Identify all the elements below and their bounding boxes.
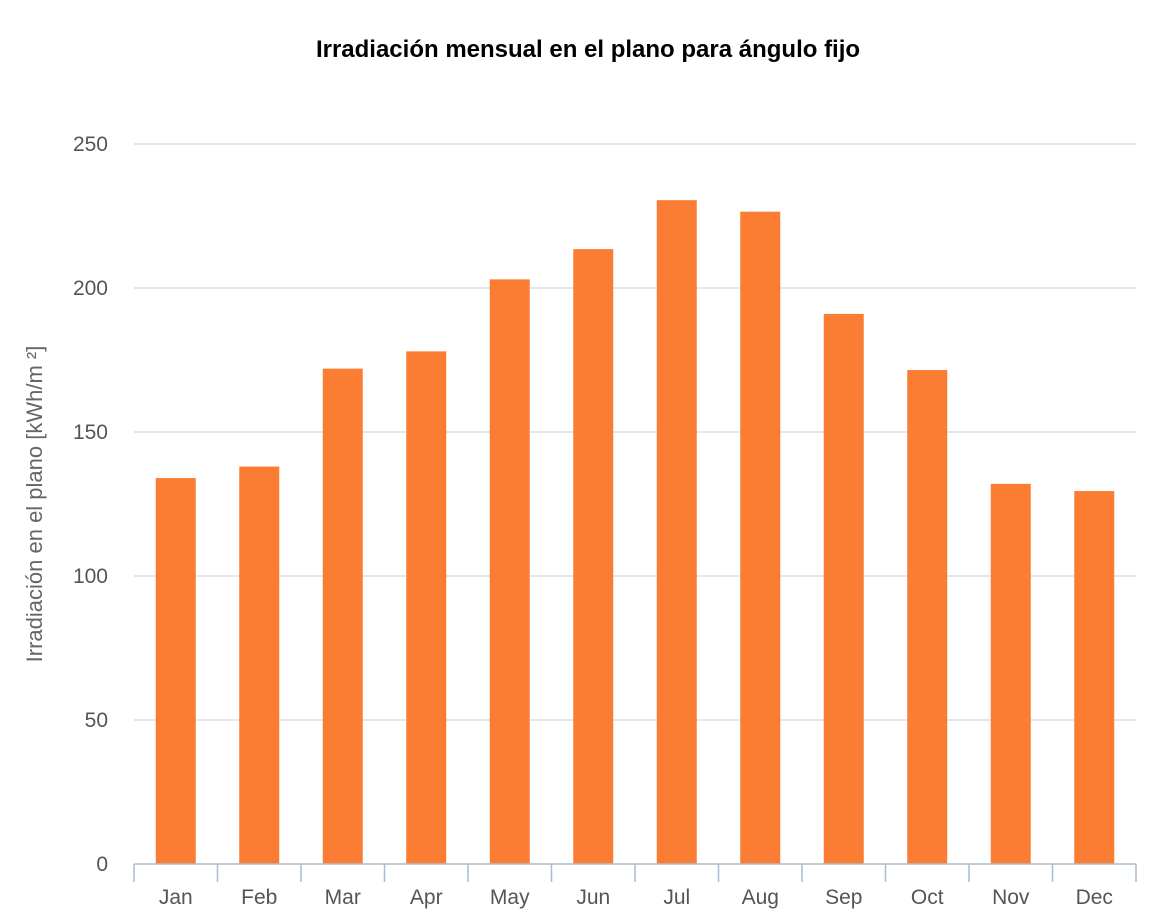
bar-mar: [322, 368, 363, 864]
x-tick-label: Jan: [159, 886, 193, 909]
y-tick-label: 50: [85, 709, 108, 732]
x-tick-label: Dec: [1076, 886, 1113, 909]
bar-jul: [656, 200, 697, 864]
y-tick-label: 100: [73, 565, 108, 588]
x-tick-label: Feb: [241, 886, 277, 909]
bars: [155, 200, 1115, 864]
x-tick-label: Nov: [992, 886, 1030, 909]
chart-title: Irradiación mensual en el plano para áng…: [316, 36, 860, 63]
y-tick-label: 150: [73, 421, 108, 444]
x-tick-label: Jun: [576, 886, 610, 909]
bar-nov: [990, 483, 1031, 864]
bar-oct: [907, 370, 948, 864]
x-tick-label: Jul: [663, 886, 690, 909]
bar-dec: [1074, 491, 1115, 864]
x-tick-label: Oct: [911, 886, 944, 909]
bar-apr: [406, 351, 447, 864]
bar-may: [489, 279, 530, 864]
x-tick-label: Apr: [410, 886, 443, 909]
x-tick-labels: Jan Feb Mar Apr May Jun Jul Aug Sep Oct Nov Dec: [159, 886, 1113, 909]
x-axis: [133, 863, 1137, 882]
y-tick-labels: 0 50 100 150 200 250: [73, 133, 108, 876]
y-axis-title: Irradiación en el plano [kWh/m ²]: [22, 346, 47, 663]
y-tick-label: 200: [73, 277, 108, 300]
bar-jun: [573, 249, 614, 864]
x-tick-label: Mar: [325, 886, 361, 909]
bar-sep: [823, 313, 864, 864]
x-tick-label: Aug: [742, 886, 779, 909]
x-tick-label: May: [490, 886, 530, 909]
gridlines: [134, 143, 1136, 721]
y-tick-label: 0: [96, 853, 108, 876]
x-tick-label: Sep: [825, 886, 862, 909]
bar-jan: [155, 478, 196, 864]
y-tick-label: 250: [73, 133, 108, 156]
bar-aug: [740, 211, 781, 864]
bar-feb: [239, 466, 280, 864]
